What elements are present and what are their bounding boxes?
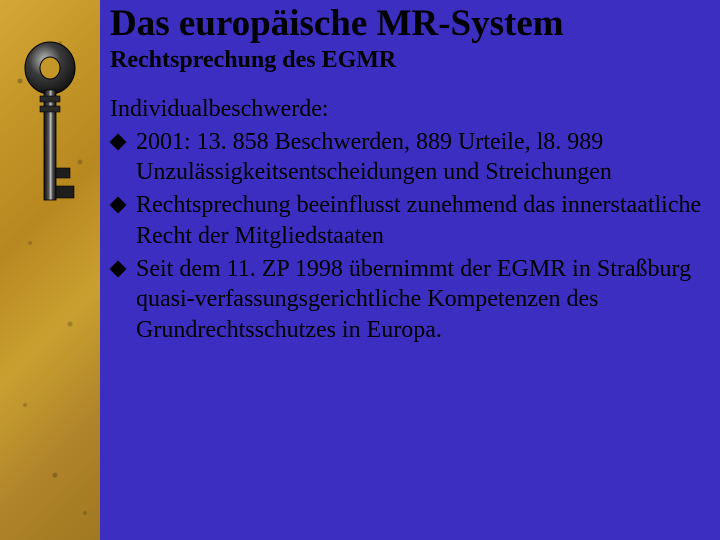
- list-item: 2001: 13. 858 Beschwerden, 889 Urteile, …: [110, 127, 702, 188]
- slide-title: Das europäische MR-System: [110, 4, 702, 45]
- slide: Das europäische MR-System Rechtsprechung…: [0, 0, 720, 540]
- slide-subtitle: Rechtsprechung des EGMR: [110, 47, 702, 74]
- content-area: Das europäische MR-System Rechtsprechung…: [100, 0, 720, 540]
- list-item: Seit dem 11. ZP 1998 übernimmt der EGMR …: [110, 254, 702, 346]
- sidebar-texture: [0, 0, 100, 540]
- intro-text: Individualbeschwerde:: [110, 96, 702, 123]
- list-item: Rechtsprechung beeinflusst zunehmend das…: [110, 190, 702, 251]
- bullet-list: 2001: 13. 858 Beschwerden, 889 Urteile, …: [110, 127, 702, 346]
- key-icon: [23, 40, 77, 230]
